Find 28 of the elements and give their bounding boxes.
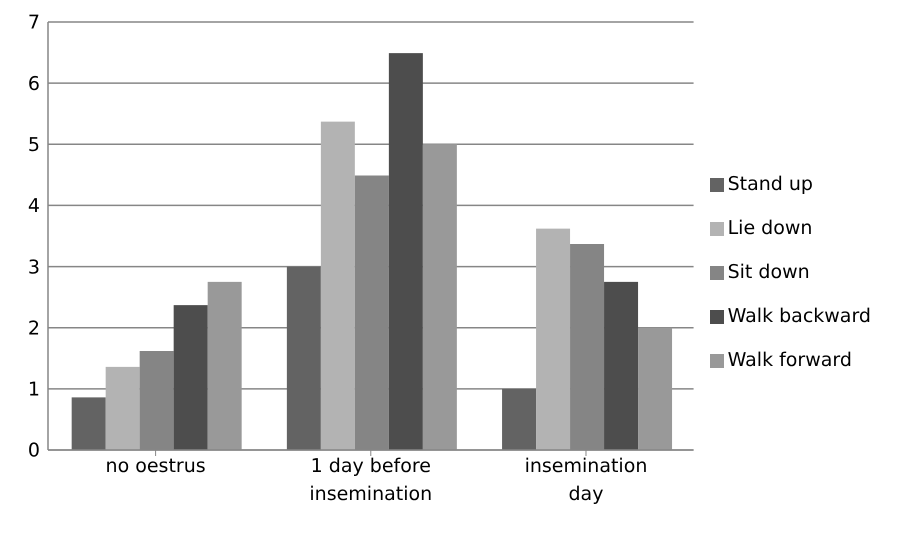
legend-label: Stand up <box>728 173 813 195</box>
bar <box>174 305 208 450</box>
y-tick-label: 0 <box>28 440 40 462</box>
bar <box>286 266 321 450</box>
y-tick-label: 4 <box>28 195 40 218</box>
bar <box>106 366 140 450</box>
x-tick-label: no oestrus <box>106 455 206 477</box>
y-tick-label: 6 <box>28 72 40 95</box>
legend-label: Walk backward <box>728 305 871 327</box>
bar <box>604 282 638 450</box>
y-tick-label: 5 <box>28 134 40 156</box>
bar <box>388 53 423 450</box>
bar <box>502 388 536 450</box>
bar <box>208 282 242 450</box>
legend-label: Sit down <box>728 261 810 283</box>
x-tick-label: insemination day <box>524 455 648 505</box>
y-tick-label: 3 <box>28 256 40 278</box>
bar <box>72 397 106 450</box>
y-tick-label: 1 <box>28 378 40 401</box>
legend-label: Walk forward <box>728 349 852 371</box>
bar <box>422 144 457 450</box>
bar <box>320 122 355 450</box>
bar <box>638 328 672 450</box>
x-tick-label: 1 day before insemination <box>309 455 432 505</box>
legend-label: Lie down <box>728 217 812 239</box>
y-tick-label: 2 <box>28 317 40 340</box>
y-tick-label: 7 <box>28 12 40 34</box>
bar <box>536 228 570 450</box>
